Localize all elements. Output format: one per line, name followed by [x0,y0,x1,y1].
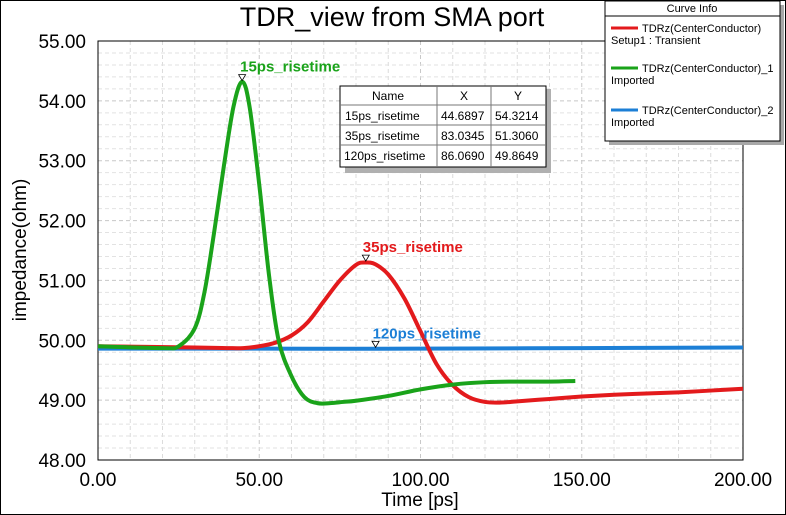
legend-entry-sublabel: Setup1 : Transient [611,35,700,47]
marker-triangle[interactable] [237,74,247,82]
x-tick-label: 0.00 [80,470,117,491]
y-tick-label: 53.00 [38,152,86,173]
table-header-name: Name [372,89,404,103]
legend-entry-label: TDRz(CenterConductor) [642,23,761,35]
y-tick-label: 49.00 [38,391,86,412]
marker-label: 120ps_risetime [373,325,481,342]
marker-triangle[interactable] [371,340,380,349]
legend-entry-label: TDRz(CenterConductor)_2 [642,105,773,117]
chart-title: TDR_view from SMA port [240,2,545,32]
marker-table-body [339,85,547,168]
marker-label: 35ps_risetime [363,239,463,256]
x-tick-label: 50.00 [235,470,283,491]
table-header-y: Y [514,89,522,103]
x-tick-label: 200.00 [714,470,772,491]
y-axis-label: impedance(ohm) [10,179,31,322]
legend: Curve Info TDRz(CenterConductor) Setup1 … [604,0,784,145]
marker-group: 15ps_risetime 35ps_risetime 120ps_risetime [237,59,481,349]
series-line-red [97,260,744,405]
table-cell-x: 44.6897 [441,109,485,123]
legend-entry-sublabel: Imported [611,75,654,87]
x-axis-ticks: 0.00 50.00 100.00 150.00 200.00 [80,470,773,491]
x-axis-label: Time [ps] [381,490,458,511]
table-cell-x: 86.0690 [441,149,485,163]
table-cell-y: 49.8649 [495,149,539,163]
table-cell-y: 51.3060 [495,129,539,143]
table-cell-x: 83.0345 [441,129,485,143]
y-tick-label: 54.00 [38,92,86,113]
y-tick-label: 51.00 [38,271,86,292]
legend-entry-sublabel: Imported [611,117,654,129]
x-tick-label: 150.00 [553,470,611,491]
table-cell-name: 15ps_risetime [345,109,420,123]
legend-entry-label: TDRz(CenterConductor)_1 [642,63,773,75]
table-cell-name: 120ps_risetime [344,149,426,163]
legend-box[interactable] [604,0,781,142]
y-tick-label: 50.00 [38,331,86,352]
table-header-x: X [460,89,468,103]
table-cell-name: 35ps_risetime [345,129,420,143]
y-tick-label: 48.00 [38,451,86,472]
y-tick-label: 52.00 [38,212,86,233]
y-axis-ticks: 48.00 49.00 50.00 51.00 52.00 53.00 54.00 55.00 [38,32,86,472]
series-line-green [97,79,576,406]
marker-table: Name X Y 15ps_risetime 44.6897 54.3214 3… [339,85,551,173]
table-cell-y: 54.3214 [495,109,539,123]
marker-label: 15ps_risetime [240,59,340,76]
legend-title: Curve Info [667,3,718,15]
y-tick-label: 55.00 [38,32,86,53]
series-group [97,79,744,406]
x-tick-label: 100.00 [391,470,449,491]
plot-area-border [97,40,744,461]
marker-triangle[interactable] [361,254,370,262]
